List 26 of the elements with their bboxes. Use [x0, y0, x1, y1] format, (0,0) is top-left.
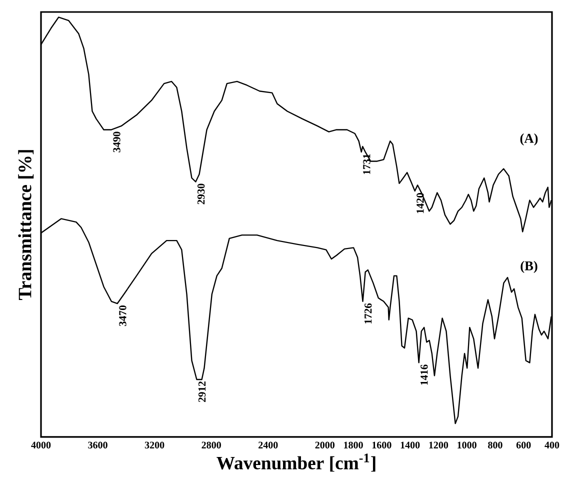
x-tick-label: 4000 [31, 442, 51, 448]
x-tick-label: 400 [544, 442, 560, 448]
x-tick-label: 1800 [344, 442, 363, 448]
annotation: 1416 [420, 364, 428, 385]
x-tick-label: 3600 [88, 442, 108, 448]
annotation: 1726 [364, 303, 372, 324]
x-tick-label: 1200 [429, 442, 448, 448]
x-tick-label: 2800 [202, 442, 221, 448]
annotation: 1731 [363, 154, 370, 174]
x-tick-label: 1600 [372, 442, 392, 448]
x-tick-label: 1000 [458, 442, 476, 448]
text: (A) [520, 133, 538, 146]
annotation: 3470 [119, 306, 126, 326]
annotation: 1420 [416, 193, 424, 214]
x-tick-label: 3200 [144, 442, 164, 448]
x-tick-label: 600 [516, 442, 531, 448]
annotation: 3490 [113, 132, 120, 152]
x-tick-label: 2000 [315, 442, 335, 448]
x-axis-title: Wavenumber [cm$^{-1}$] [216, 454, 376, 472]
series-label: (B) [520, 260, 538, 274]
x-tick-label: 1400 [400, 442, 420, 448]
x-tick-label: 800 [488, 442, 502, 448]
annotation: 2912 [198, 382, 206, 402]
annotation: 2930 [197, 184, 205, 204]
y-axis-title: Transmittance [%] [18, 150, 34, 300]
x-tick-label: 2400 [258, 442, 278, 448]
